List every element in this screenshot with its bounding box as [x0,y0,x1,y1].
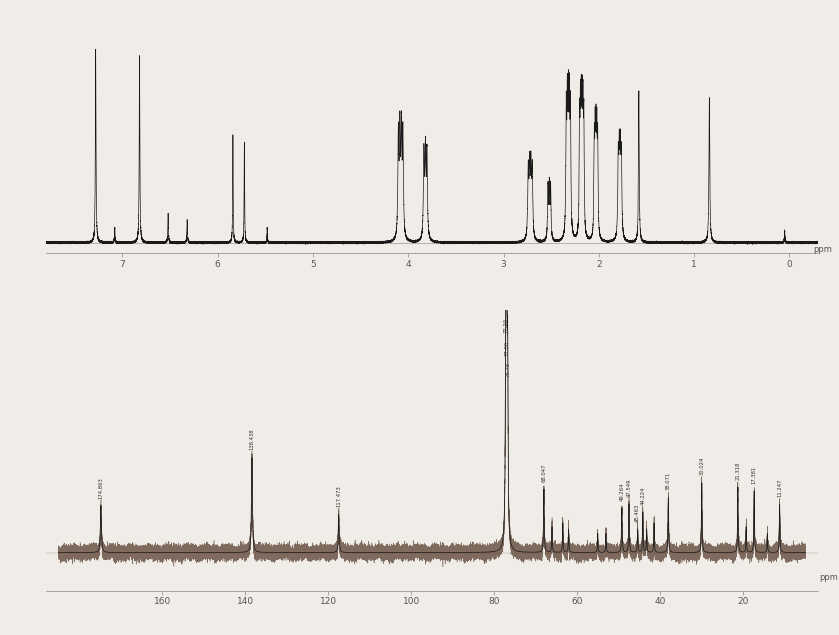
Text: 76.78: 76.78 [505,362,510,377]
Text: 49.264: 49.264 [619,483,624,501]
Text: 30.024: 30.024 [699,457,704,476]
Text: 138.438: 138.438 [249,429,254,450]
Text: 174.863: 174.863 [98,477,103,498]
Text: ppm: ppm [813,246,832,255]
Text: 117.473: 117.473 [336,485,341,507]
Text: 21.318: 21.318 [735,461,740,479]
Text: 17.381: 17.381 [752,465,757,484]
Text: 11.247: 11.247 [777,478,782,497]
Text: ppm: ppm [819,573,837,582]
Text: 38.071: 38.071 [666,472,671,490]
Text: 44.224: 44.224 [640,486,645,505]
Text: 45.463: 45.463 [635,504,640,522]
Text: 77.00: 77.00 [504,341,509,356]
Text: 47.549: 47.549 [627,478,632,497]
Text: 77.20: 77.20 [503,318,508,333]
Text: 68.047: 68.047 [541,464,546,482]
